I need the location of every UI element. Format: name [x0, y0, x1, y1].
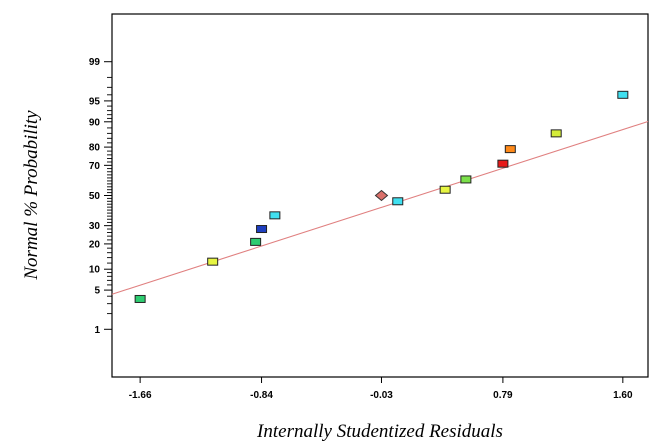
reference-line-layer [111, 120, 649, 295]
y-tick-label: 99 [89, 57, 101, 68]
x-tick-label: 1.60 [613, 390, 633, 401]
x-tick-label: -0.03 [370, 390, 393, 401]
y-tick-label: 10 [89, 265, 101, 276]
x-tick-label: 0.79 [493, 390, 513, 401]
y-tick-label: 20 [89, 239, 101, 250]
y-tick-label: 70 [89, 161, 101, 172]
data-point [460, 175, 472, 184]
x-tick-label: -1.66 [129, 390, 152, 401]
data-point [250, 237, 262, 246]
y-tick-label: 1 [94, 325, 100, 336]
reference-line [111, 120, 649, 295]
data-point [497, 159, 509, 168]
x-tick-label: -0.84 [250, 390, 273, 401]
y-tick-label: 30 [89, 221, 101, 232]
y-tick-label: 80 [89, 143, 101, 154]
data-point [550, 129, 562, 138]
data-point [269, 211, 281, 220]
data-point [207, 257, 219, 266]
data-point [439, 185, 451, 194]
x-axis-title: Internally Studentized Residuals [256, 421, 503, 442]
data-point [256, 225, 268, 234]
data-point [134, 294, 146, 303]
data-points [134, 90, 629, 303]
y-axis-ticks: 1 5 10 20 30 50 70 80 90 95 99 [89, 57, 112, 336]
y-tick-label: 95 [89, 96, 101, 107]
y-axis-title: Normal % Probability [21, 110, 42, 281]
y-tick-label: 90 [89, 117, 101, 128]
data-point [617, 90, 629, 99]
y-tick-label: 50 [89, 191, 101, 202]
data-point [392, 197, 404, 206]
data-point [504, 145, 516, 154]
data-point-diamond [374, 189, 389, 202]
y-tick-label: 5 [94, 286, 100, 297]
x-axis-ticks: -1.66 -0.84 -0.03 0.79 1.60 [129, 377, 633, 401]
